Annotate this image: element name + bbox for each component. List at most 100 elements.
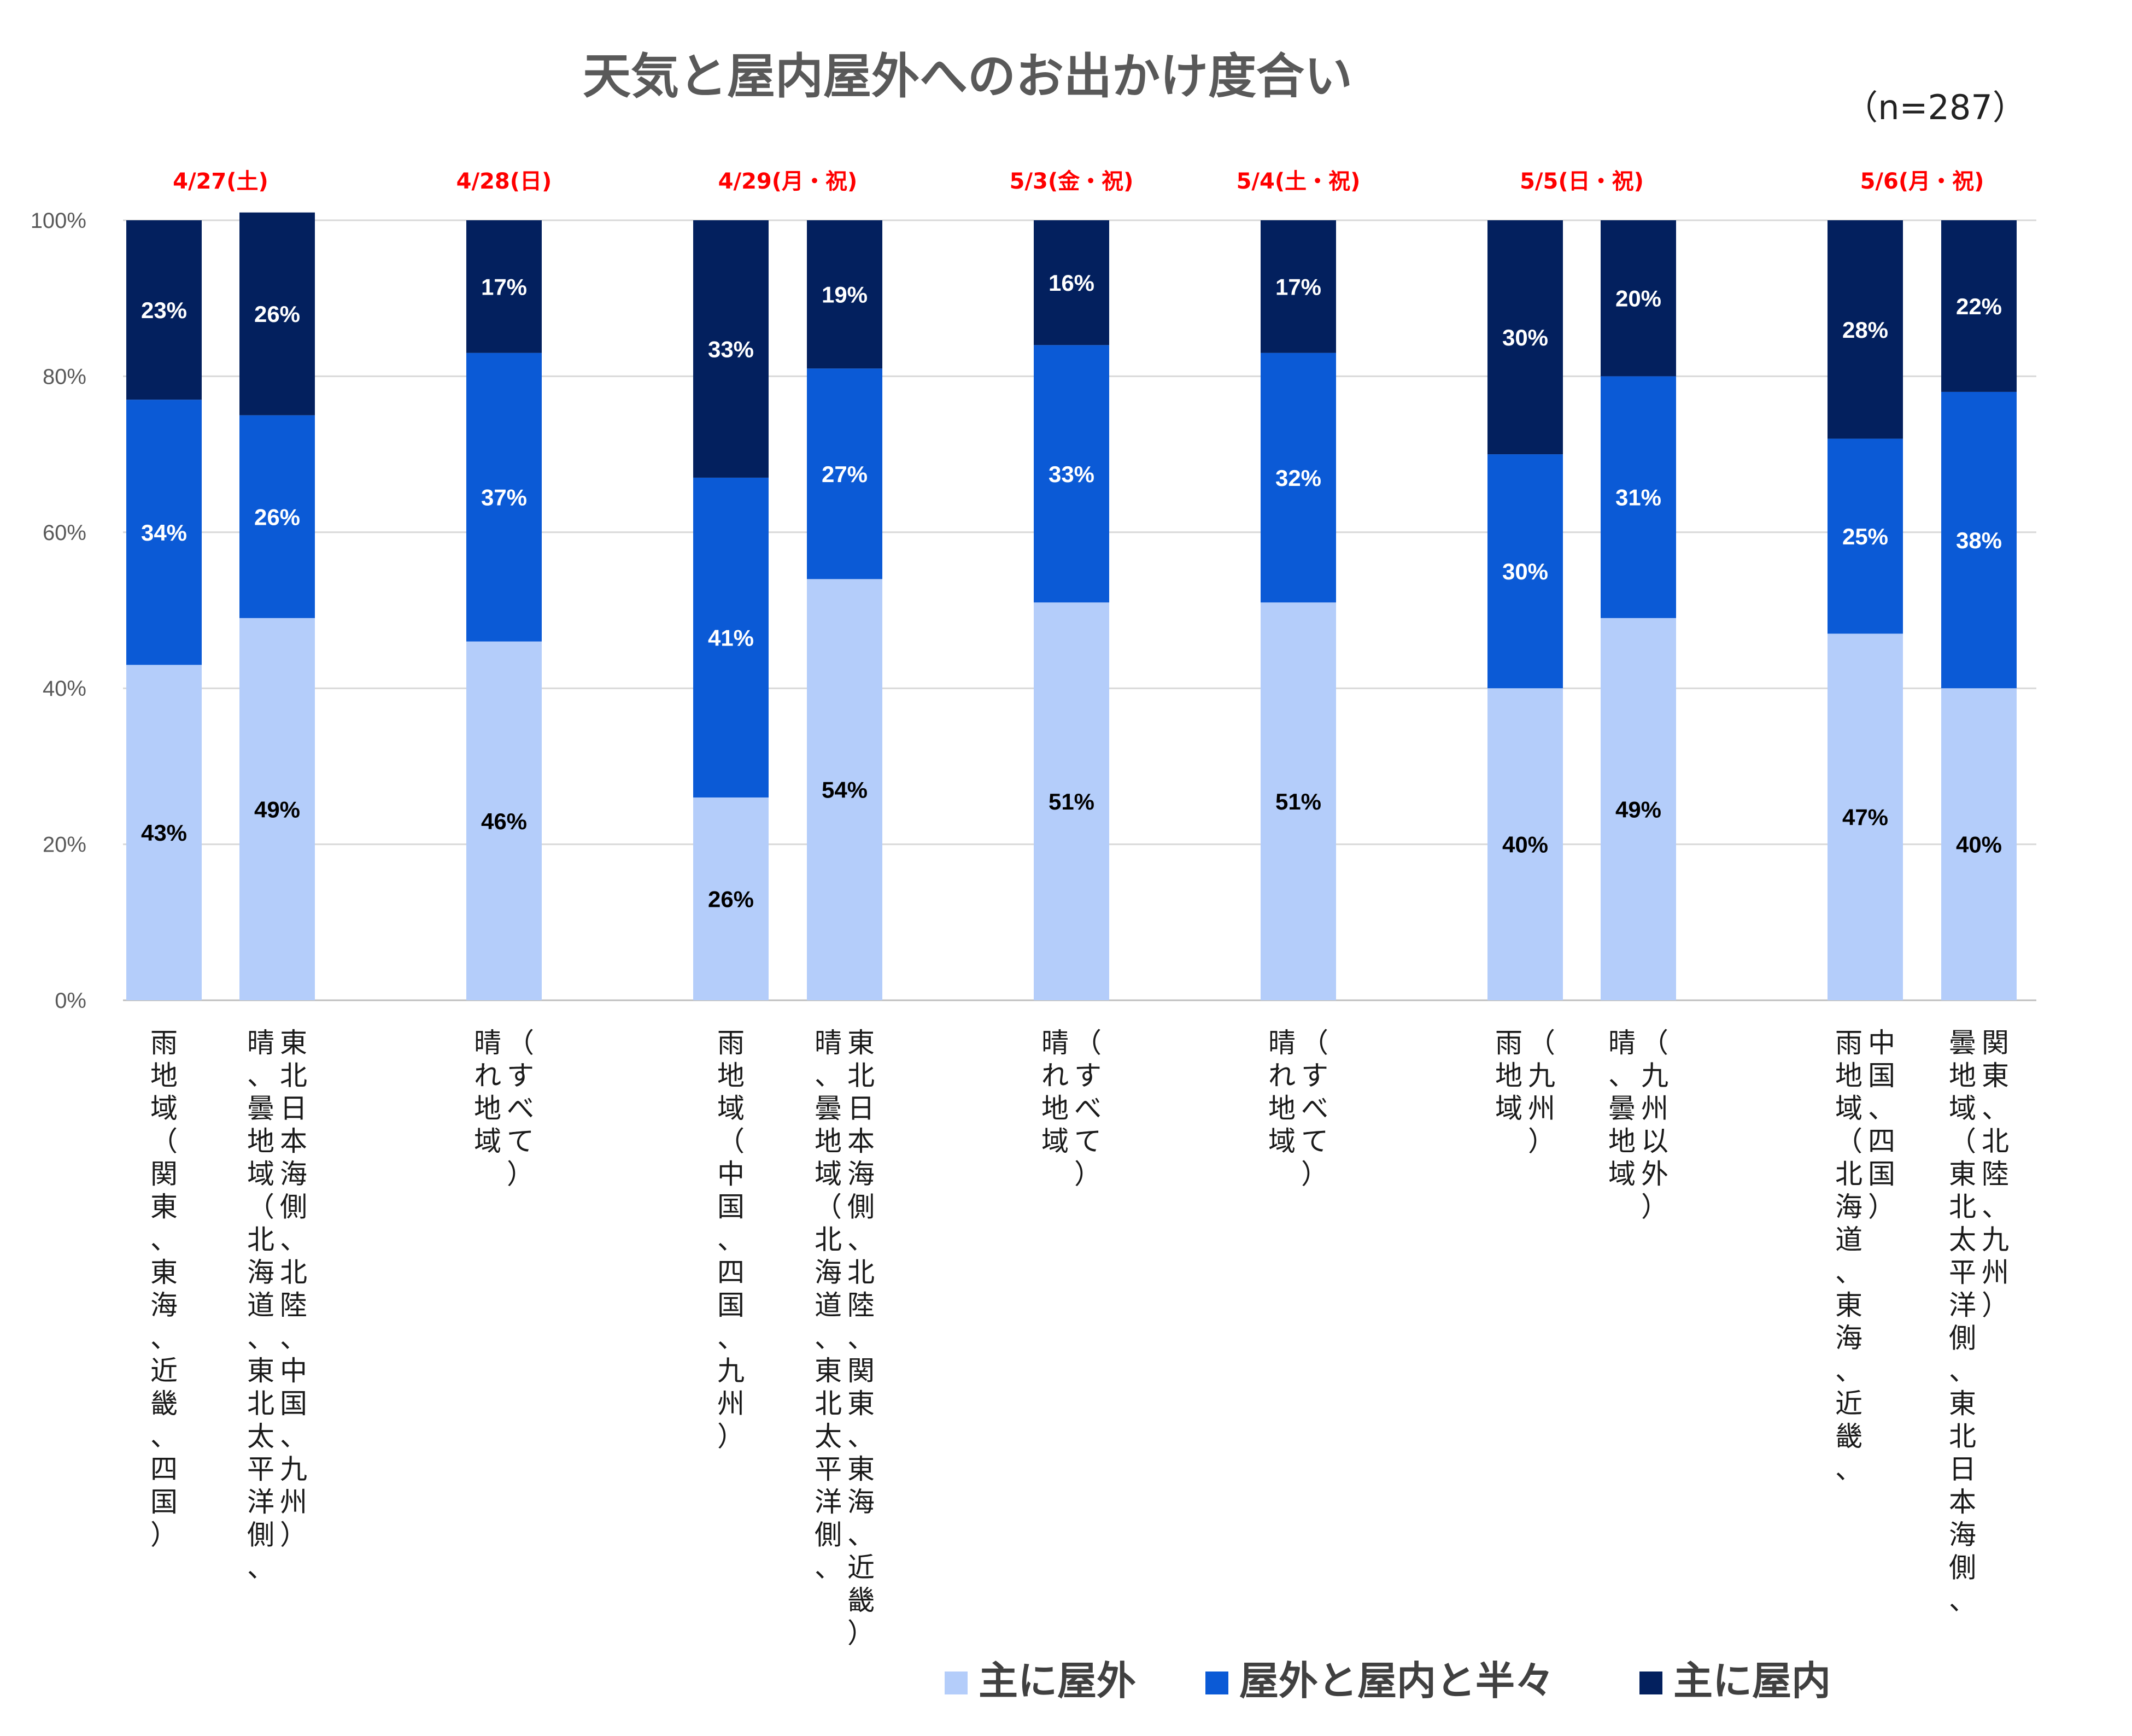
bar-segment-indoor [1828,220,1903,439]
legend-swatch [1205,1672,1228,1694]
x-category-label: 東北日本海側、北陸、中国、九州）晴、曇地域（北海道、東北太平洋側、 [247,1027,307,1583]
data-label: 37% [481,485,527,511]
data-label: 41% [708,625,754,650]
legend-item: 主に屋外 [945,1658,1136,1704]
legend-swatch [945,1672,968,1694]
x-category-label-column: （すべて） [507,1027,534,1190]
x-category-label-column: 曇地域（東北太平洋側、東北日本海側、 [1949,1027,1976,1616]
data-label: 47% [1842,805,1888,830]
x-category-label-column: （すべて） [1074,1027,1102,1190]
x-category-label-column: 雨地域（北海道、東海、近畿、 [1835,1027,1862,1485]
bar-stack: 46% 37% 17% [466,220,542,1000]
x-category-label: （九州）雨地域 [1495,1027,1555,1157]
bar-segment-outdoor [807,579,882,1000]
bar-segment-outdoor [239,618,315,1000]
bar-segment-outdoor [466,641,542,1000]
date-label: 4/29(月・祝) [718,169,858,194]
x-category-label: （すべて）晴れ地域 [474,1027,534,1190]
x-category-label-column: （九州以外） [1641,1027,1668,1223]
bar-segment-half [1601,376,1676,618]
chart-title: 天気と屋内屋外へのお出かけ度合い [583,48,1352,104]
legend-swatch [1639,1672,1662,1694]
data-label: 43% [141,820,187,846]
y-tick-label: 60% [43,521,86,545]
date-labels: 4/27(土) 4/28(日) 4/29(月・祝) 5/3(金・祝) 5/4(土・祝) 5… [173,169,1984,194]
legend-item: 主に屋内 [1639,1658,1831,1704]
bar-segment-indoor [1601,220,1676,377]
data-label: 49% [254,796,300,822]
data-label: 40% [1956,832,2002,858]
data-label: 27% [822,461,868,487]
x-category-label-column: 晴れ地域 [1268,1027,1296,1157]
legend-item: 屋外と屋内と半々 [1205,1658,1554,1704]
x-category-label: 関東、北陸、九州）曇地域（東北太平洋側、東北日本海側、 [1949,1027,2009,1616]
date-label: 4/28(日) [456,169,552,194]
bar-segment-outdoor [1941,688,2017,1000]
data-label: 38% [1956,527,2002,553]
bar-segment-indoor [126,220,202,400]
legend: 主に屋外 屋外と屋内と半々 主に屋内 [945,1658,1831,1704]
bar-stack: 43% 34% 23% [126,220,202,1000]
x-category-label: （すべて）晴れ地域 [1268,1027,1328,1190]
data-label: 26% [254,301,300,327]
bar-segment-outdoor [1487,688,1563,1000]
x-category-label: 中国、四国）雨地域（北海道、東海、近畿、 [1835,1027,1895,1485]
data-label: 26% [254,504,300,530]
legend-label: 主に屋内 [1673,1658,1831,1704]
x-category-label-column: 晴、曇地域 [1608,1027,1636,1190]
x-category-label-column: 晴れ地域 [1041,1027,1069,1157]
bar-segment-indoor [1261,220,1336,353]
data-label: 49% [1615,796,1661,822]
x-category-label: （九州以外）晴、曇地域 [1608,1027,1668,1223]
x-category-label-column: 晴、曇地域（北海道、東北太平洋側、 [815,1027,842,1583]
x-axis-category-labels: 雨地域（関東、東海、近畿、四国） 東北日本海側、北陸、中国、九州）晴、曇地域（北海… [150,1027,2009,1649]
bar-segment-half [126,400,202,665]
legend-label: 主に屋外 [979,1658,1136,1704]
y-tick-label: 20% [43,833,86,857]
data-label: 54% [822,777,868,803]
data-label: 20% [1615,286,1661,312]
bar-stack: 40% 30% 30% [1487,220,1563,1000]
bar-segment-half [693,477,769,797]
x-category-label: 雨地域（中国、四国、九州） [717,1027,745,1452]
bar-stack: 51% 32% 17% [1261,220,1336,1000]
bar-segment-indoor [1941,220,2017,392]
data-label: 46% [481,808,527,834]
x-category-label-column: 晴れ地域 [474,1027,501,1157]
bar-stack: 49% 26% 26% [239,212,315,1000]
y-tick-label: 40% [43,677,86,701]
x-category-label-column: 東北日本海側、北陸、関東、東海、近畿） [847,1027,875,1649]
bar-segment-outdoor [126,665,202,1000]
x-category-label-column: 雨地域（関東、東海、近畿、四国） [150,1027,178,1551]
x-category-label: 雨地域（関東、東海、近畿、四国） [150,1027,178,1551]
x-category-label-column: （九州） [1528,1027,1555,1157]
data-label: 23% [141,297,187,323]
bar-segment-half [1941,391,2017,689]
bar-segment-half [239,415,315,618]
bar-stack: 47% 25% 28% [1828,220,1903,1000]
bar-segment-half [1487,454,1563,689]
bar-segment-indoor [693,220,769,478]
date-label: 5/5(日・祝) [1520,169,1644,194]
date-label: 5/4(土・祝) [1237,169,1361,194]
x-category-label-column: （すべて） [1301,1027,1328,1190]
data-label: 31% [1615,485,1661,511]
bar-stack: 54% 27% 19% [807,220,882,1000]
x-category-label-column: 雨地域（中国、四国、九州） [717,1027,745,1452]
bar-segment-outdoor [693,797,769,1000]
date-label: 5/6(月・祝) [1860,169,1984,194]
bar-segment-indoor [1487,220,1563,455]
y-tick-label: 80% [43,365,86,389]
bar-segment-half [1261,353,1336,603]
data-label: 51% [1049,789,1094,814]
data-label: 26% [708,886,754,912]
data-label: 32% [1275,465,1321,491]
data-label: 16% [1049,270,1094,296]
data-label: 30% [1502,325,1548,350]
data-label: 33% [708,336,754,362]
bar-segment-indoor [1034,220,1109,345]
bar-segment-indoor [466,220,542,353]
data-label: 25% [1842,524,1888,549]
data-label: 34% [141,520,187,546]
